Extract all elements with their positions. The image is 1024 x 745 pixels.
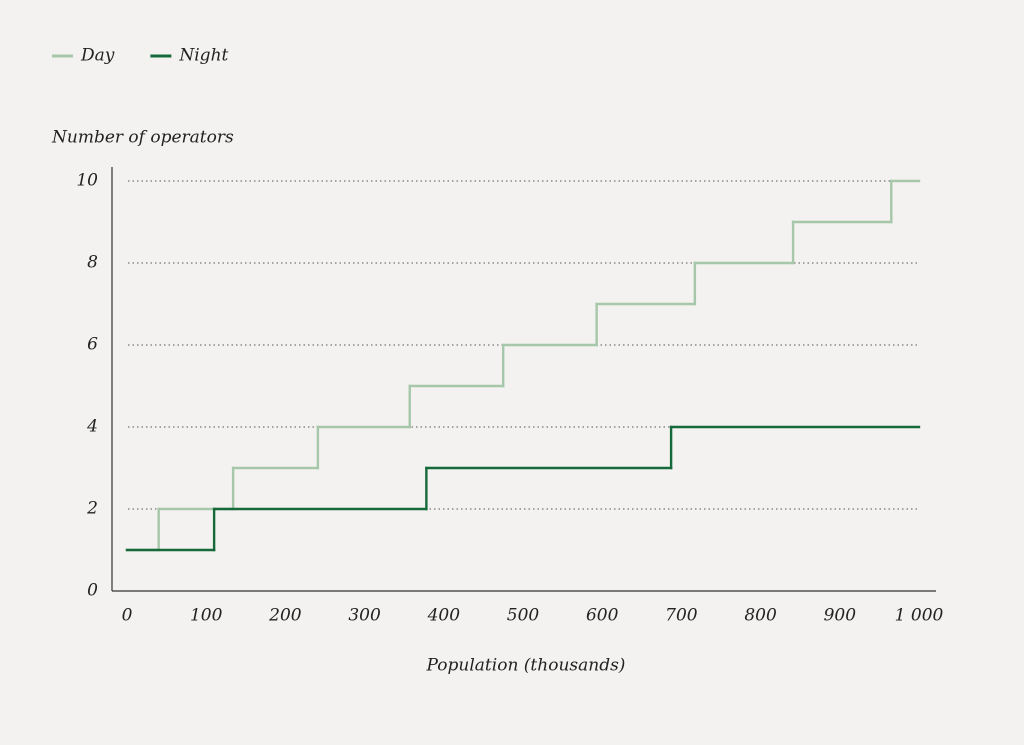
x-tick-label: 600 <box>586 606 619 626</box>
x-axis-label: Population (thousands) <box>426 656 626 676</box>
x-tick-label: 200 <box>268 606 302 626</box>
x-tick-label: 900 <box>824 606 857 626</box>
x-tick-label: 800 <box>744 606 777 626</box>
legend-label: Night <box>178 46 228 66</box>
y-tick-label: 6 <box>87 335 98 355</box>
x-tick-label: 1 000 <box>895 606 944 626</box>
y-tick-label: 4 <box>86 417 98 437</box>
x-tick-label: 100 <box>190 606 223 626</box>
y-axis-label: Number of operators <box>51 128 234 148</box>
legend-label: Day <box>80 46 115 66</box>
y-tick-label: 2 <box>86 499 98 519</box>
x-tick-label: 0 <box>122 606 133 626</box>
y-tick-label: 10 <box>76 171 98 191</box>
x-tick-label: 400 <box>427 606 461 626</box>
y-tick-label: 8 <box>87 253 98 273</box>
y-tick-label: 0 <box>87 581 98 601</box>
x-tick-label: 700 <box>665 606 698 626</box>
x-tick-label: 500 <box>507 606 540 626</box>
x-tick-label: 300 <box>348 606 381 626</box>
